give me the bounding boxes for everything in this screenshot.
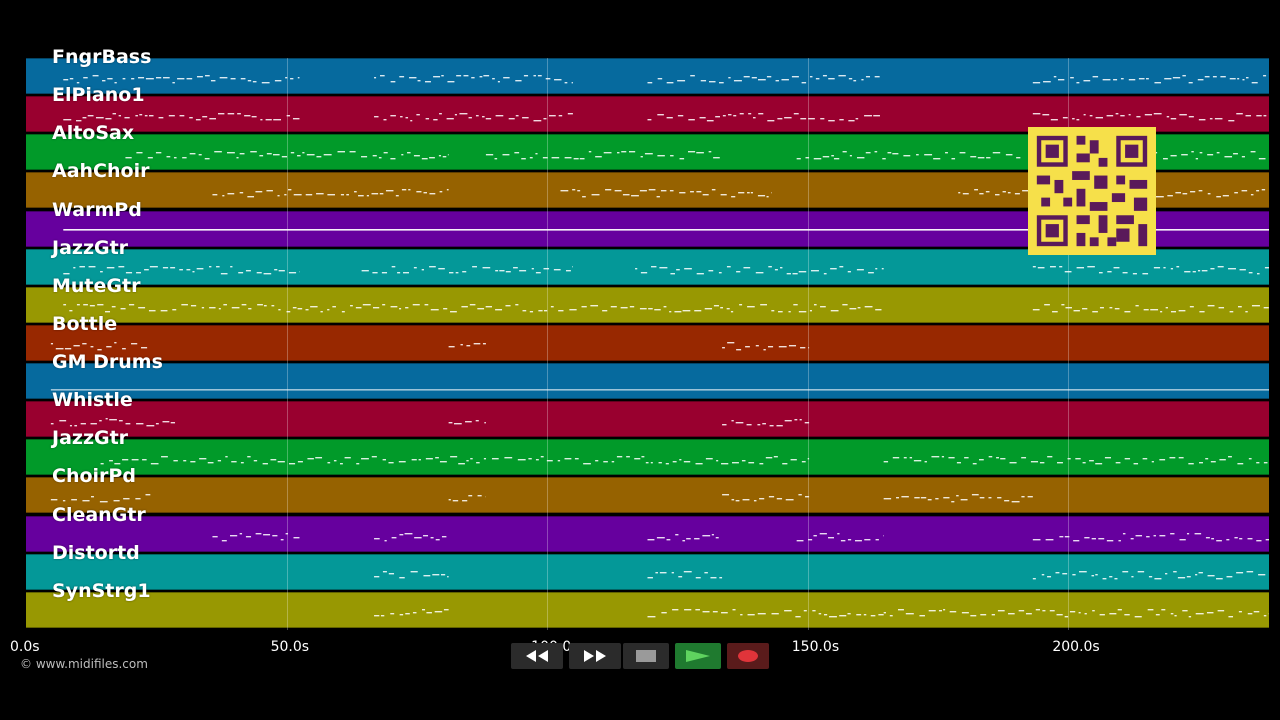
track-lane[interactable]	[26, 591, 1269, 628]
track-label: ChoirPd	[52, 465, 136, 488]
record-icon	[738, 650, 758, 662]
play-button[interactable]	[675, 643, 721, 669]
track-notes	[212, 189, 1266, 198]
record-button[interactable]	[727, 643, 769, 669]
play-icon	[686, 650, 710, 662]
time-tick-label: 200.0s	[1052, 639, 1100, 655]
track-notes	[63, 113, 1267, 122]
track-label: Bottle	[52, 312, 118, 335]
track-lane[interactable]	[26, 324, 1269, 361]
track-label: WarmPd	[52, 198, 142, 221]
track-lane[interactable]	[26, 477, 1269, 514]
track-label: SynStrg1	[52, 579, 151, 602]
track-notes	[63, 265, 1269, 275]
track-label: FngrBass	[52, 46, 152, 68]
time-tick-label: 50.0s	[270, 639, 310, 655]
fast-forward-button[interactable]	[569, 643, 621, 669]
grid-line	[547, 58, 549, 630]
track-notes	[63, 75, 1267, 84]
rewind-icon	[526, 650, 548, 662]
track-label: ElPiano1	[52, 84, 145, 107]
track-notes	[374, 570, 1266, 580]
grid-line	[807, 58, 809, 630]
track-label: JazzGtr	[52, 427, 129, 450]
track-notes	[50, 418, 810, 427]
track-label: MuteGtr	[52, 274, 141, 297]
stop-icon	[636, 650, 656, 662]
track-notes	[50, 494, 1033, 503]
track-notes	[63, 228, 1269, 231]
copyright-notice: © www.midifiles.com	[20, 657, 148, 671]
track-lane[interactable]	[26, 58, 1269, 94]
track-label: CleanGtr	[52, 503, 146, 526]
time-tick-label: 0.0s	[10, 639, 40, 655]
track-notes	[100, 456, 1268, 465]
track-label: Whistle	[52, 389, 133, 412]
track-notes	[374, 608, 1269, 618]
stop-button[interactable]	[623, 643, 669, 669]
track-lane[interactable]	[26, 286, 1269, 323]
track-notes	[212, 532, 1269, 541]
grid-line	[286, 58, 288, 630]
track-lane[interactable]	[26, 401, 1269, 438]
fast-forward-icon	[584, 650, 606, 662]
track-notes	[63, 303, 1269, 313]
piano-roll[interactable]	[26, 58, 1269, 630]
qr-code-icon[interactable]	[1028, 127, 1156, 255]
track-lane[interactable]	[26, 553, 1269, 590]
rewind-button[interactable]	[511, 643, 563, 669]
track-label: GM Drums	[52, 351, 163, 374]
track-lane[interactable]	[26, 96, 1269, 133]
track-notes	[50, 341, 810, 351]
track-notes	[50, 389, 1269, 391]
track-lane[interactable]	[26, 515, 1269, 552]
grid-line	[1068, 58, 1070, 630]
track-label: AahChoir	[52, 160, 150, 183]
track-label: JazzGtr	[52, 236, 129, 259]
track-lane[interactable]	[26, 363, 1269, 400]
track-label: AltoSax	[52, 122, 135, 145]
track-label: Distortd	[52, 541, 140, 564]
time-tick-label: 150.0s	[791, 639, 840, 655]
track-lane[interactable]	[26, 439, 1269, 476]
